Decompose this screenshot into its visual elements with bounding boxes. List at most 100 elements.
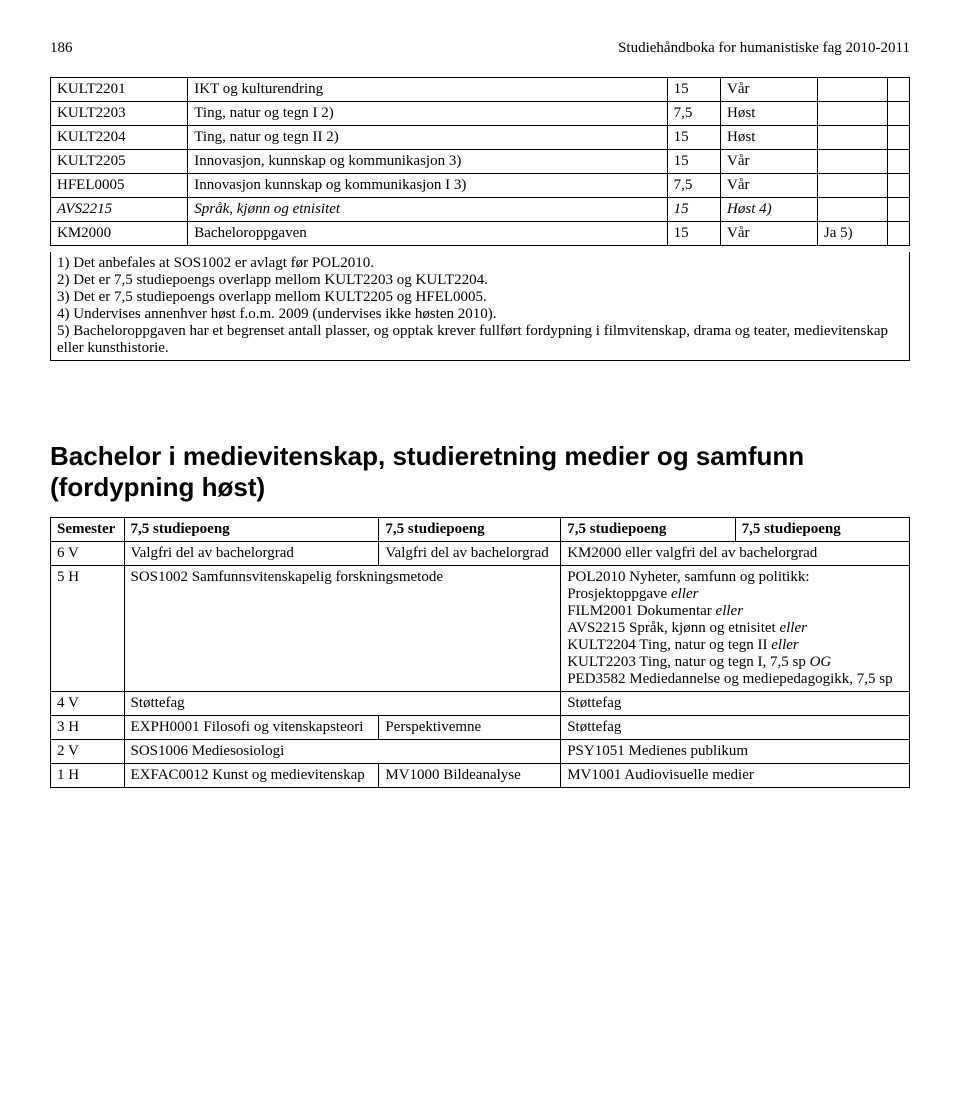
course-name: Innovasjon, kunnskap og kommunikasjon 3) [188, 150, 667, 174]
table-row: 4 V Støttefag Støttefag [51, 692, 910, 716]
text: Prosjektoppgave [567, 586, 671, 602]
course-name: Ting, natur og tegn I 2) [188, 102, 667, 126]
course-code: KULT2203 [51, 102, 188, 126]
course-sem: Høst [721, 126, 818, 150]
course-extra [817, 102, 887, 126]
semester-cell: 2 V [51, 740, 125, 764]
table-row: HFEL0005 Innovasjon kunnskap og kommunik… [51, 174, 910, 198]
course-cell: Støttefag [561, 716, 910, 740]
course-extra [888, 174, 910, 198]
course-cell: Valgfri del av bachelorgrad [379, 542, 561, 566]
note-line: 3) Det er 7,5 studiepoengs overlapp mell… [57, 289, 903, 306]
table-row: 6 V Valgfri del av bachelorgrad Valgfri … [51, 542, 910, 566]
text: KULT2204 Ting, natur og tegn II [567, 637, 771, 653]
col-sp: 7,5 studiepoeng [379, 518, 561, 542]
note-line: 1) Det anbefales at SOS1002 er avlagt fø… [57, 255, 903, 272]
table-row: KULT2205 Innovasjon, kunnskap og kommuni… [51, 150, 910, 174]
course-extra [888, 102, 910, 126]
col-sp: 7,5 studiepoeng [561, 518, 735, 542]
table-row: KM2000 Bacheloroppgaven 15 Vår Ja 5) [51, 222, 910, 246]
course-extra [817, 150, 887, 174]
text-italic: eller [771, 637, 799, 653]
table-row: 5 H SOS1002 Samfunnsvitenskapelig forskn… [51, 566, 910, 692]
course-cell: POL2010 Nyheter, samfunn og politikk: Pr… [561, 566, 910, 692]
table-row: 1 H EXFAC0012 Kunst og medievitenskap MV… [51, 764, 910, 788]
course-cell: EXPH0001 Filosofi og vitenskapsteori [124, 716, 379, 740]
course-sp: 15 [667, 126, 720, 150]
text: PED3582 Mediedannelse og mediepedagogikk… [567, 671, 892, 687]
course-sem: Høst 4) [721, 198, 818, 222]
course-sp: 7,5 [667, 102, 720, 126]
course-name: Innovasjon kunnskap og kommunikasjon I 3… [188, 174, 667, 198]
course-cell: EXFAC0012 Kunst og medievitenskap [124, 764, 379, 788]
col-semester: Semester [51, 518, 125, 542]
course-extra [888, 198, 910, 222]
course-sem: Vår [721, 150, 818, 174]
course-cell: SOS1002 Samfunnsvitenskapelig forsknings… [124, 566, 561, 692]
course-sem: Vår [721, 174, 818, 198]
table-header-row: Semester 7,5 studiepoeng 7,5 studiepoeng… [51, 518, 910, 542]
text-italic: eller [779, 620, 807, 636]
course-cell: Støttefag [124, 692, 561, 716]
note-line: 4) Undervises annenhver høst f.o.m. 2009… [57, 306, 903, 323]
doc-title: Studiehåndboka for humanistiske fag 2010… [618, 40, 910, 57]
table-row: AVS2215 Språk, kjønn og etnisitet 15 Høs… [51, 198, 910, 222]
course-code: HFEL0005 [51, 174, 188, 198]
course-extra [817, 174, 887, 198]
course-cell: PSY1051 Medienes publikum [561, 740, 910, 764]
course-code: KULT2205 [51, 150, 188, 174]
semester-cell: 6 V [51, 542, 125, 566]
course-sp: 15 [667, 198, 720, 222]
note-line: 5) Bacheloroppgaven har et begrenset ant… [57, 323, 903, 357]
table-row: KULT2204 Ting, natur og tegn II 2) 15 Hø… [51, 126, 910, 150]
course-extra [817, 198, 887, 222]
notes-block: 1) Det anbefales at SOS1002 er avlagt fø… [50, 252, 910, 361]
course-code: KM2000 [51, 222, 188, 246]
course-cell: SOS1006 Mediesosiologi [124, 740, 561, 764]
text: FILM2001 Dokumentar [567, 603, 715, 619]
course-extra [888, 150, 910, 174]
course-sp: 7,5 [667, 174, 720, 198]
course-sem: Vår [721, 78, 818, 102]
course-code: KULT2201 [51, 78, 188, 102]
text-italic: eller [716, 603, 744, 619]
course-code: AVS2215 [51, 198, 188, 222]
course-sp: 15 [667, 78, 720, 102]
course-extra [817, 126, 887, 150]
course-extra [888, 222, 910, 246]
course-extra [888, 126, 910, 150]
course-sp: 15 [667, 150, 720, 174]
course-cell: MV1001 Audiovisuelle medier [561, 764, 910, 788]
note-line: 2) Det er 7,5 studiepoengs overlapp mell… [57, 272, 903, 289]
page-number: 186 [50, 40, 73, 57]
course-sem: Høst [721, 102, 818, 126]
course-code: KULT2204 [51, 126, 188, 150]
course-cell: MV1000 Bildeanalyse [379, 764, 561, 788]
course-cell: KM2000 eller valgfri del av bachelorgrad [561, 542, 910, 566]
semester-cell: 3 H [51, 716, 125, 740]
course-extra: Ja 5) [817, 222, 887, 246]
table-row: 3 H EXPH0001 Filosofi og vitenskapsteori… [51, 716, 910, 740]
course-cell: Valgfri del av bachelorgrad [124, 542, 379, 566]
col-sp: 7,5 studiepoeng [124, 518, 379, 542]
course-cell: Støttefag [561, 692, 910, 716]
page-header: 186 Studiehåndboka for humanistiske fag … [50, 40, 910, 57]
table-row: 2 V SOS1006 Mediesosiologi PSY1051 Medie… [51, 740, 910, 764]
section-heading: Bachelor i medievitenskap, studieretning… [50, 441, 910, 503]
course-name: Ting, natur og tegn II 2) [188, 126, 667, 150]
text-italic: eller [671, 586, 699, 602]
text: AVS2215 Språk, kjønn og etnisitet [567, 620, 779, 636]
course-name: IKT og kulturendring [188, 78, 667, 102]
schedule-table: Semester 7,5 studiepoeng 7,5 studiepoeng… [50, 517, 910, 788]
text: KULT2203 Ting, natur og tegn I, 7,5 sp [567, 654, 809, 670]
table-row: KULT2203 Ting, natur og tegn I 2) 7,5 Hø… [51, 102, 910, 126]
text-italic: OG [810, 654, 832, 670]
course-sem: Vår [721, 222, 818, 246]
table-row: KULT2201 IKT og kulturendring 15 Vår [51, 78, 910, 102]
course-extra [888, 78, 910, 102]
course-sp: 15 [667, 222, 720, 246]
course-name: Språk, kjønn og etnisitet [188, 198, 667, 222]
semester-cell: 4 V [51, 692, 125, 716]
col-sp: 7,5 studiepoeng [735, 518, 909, 542]
courses-table: KULT2201 IKT og kulturendring 15 Vår KUL… [50, 77, 910, 246]
